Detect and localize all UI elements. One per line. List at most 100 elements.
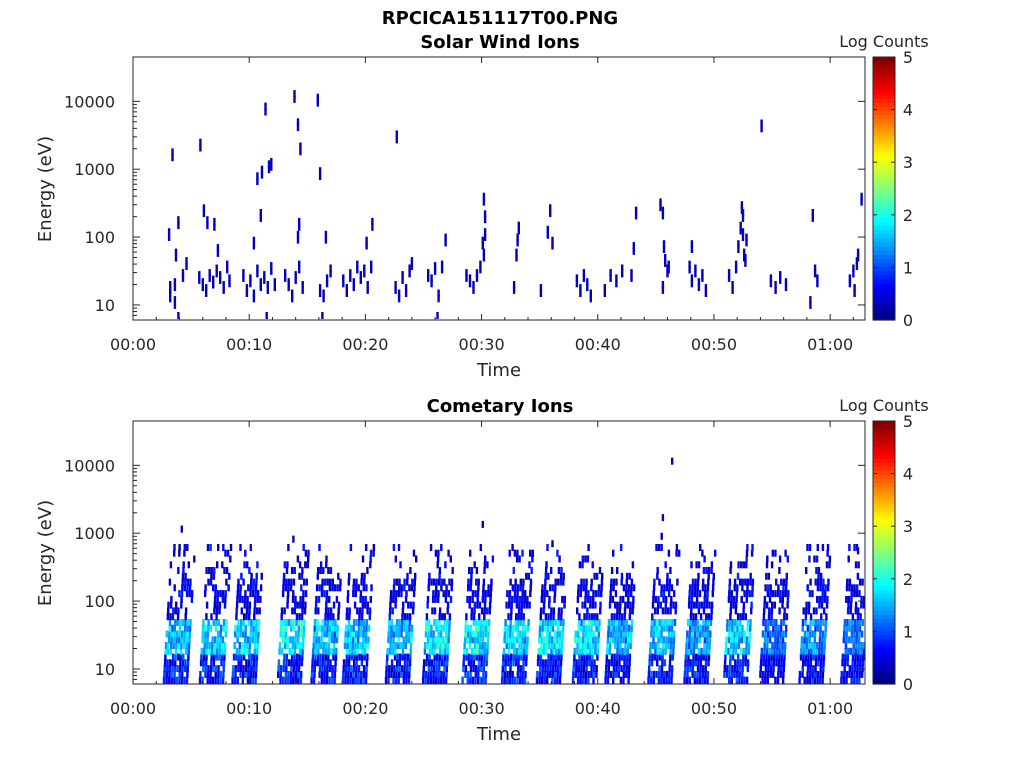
heatmap-cell [477, 670, 480, 678]
heatmap-cell [169, 647, 173, 655]
heatmap-cell [525, 653, 528, 661]
colorbar-segment [873, 233, 895, 239]
heatmap-cell [559, 619, 563, 626]
heatmap-cell [476, 676, 480, 684]
heatmap-cell [463, 642, 466, 649]
heatmap-cell [723, 665, 726, 673]
heatmap-cell [209, 665, 213, 673]
heatmap-cell [618, 613, 621, 621]
heatmap-cell [820, 572, 823, 580]
heatmap-cell [741, 630, 744, 638]
heatmap-cell [671, 619, 674, 626]
heatmap-cell [605, 659, 608, 667]
heatmap-cell [741, 665, 744, 673]
heatmap-cell [666, 607, 670, 615]
colorbar-segment [873, 213, 895, 218]
heatmap-cell [326, 659, 330, 667]
heatmap-cell [739, 221, 742, 229]
heatmap-cell [576, 647, 579, 655]
heatmap-cell [321, 312, 324, 319]
heatmap-cell [517, 619, 520, 626]
heatmap-cell [349, 670, 353, 678]
heatmap-cell [781, 595, 784, 603]
heatmap-cell [548, 642, 551, 649]
colorbar-segment [873, 634, 895, 640]
heatmap-cell [406, 659, 409, 667]
heatmap-cell [229, 555, 232, 563]
heatmap-cell [438, 653, 442, 661]
heatmap-cell [201, 278, 204, 286]
heatmap-cell [739, 647, 743, 655]
heatmap-cell [583, 653, 586, 661]
heatmap-cell [327, 647, 330, 655]
heatmap-cell [662, 642, 665, 649]
heatmap-cell [344, 676, 347, 684]
heatmap-cell [650, 670, 653, 678]
heatmap-cell [293, 567, 296, 574]
heatmap-cell [706, 670, 710, 678]
heatmap-cell [291, 595, 295, 603]
heatmap-cell [735, 601, 738, 609]
heatmap-cell [850, 590, 853, 598]
heatmap-cell [433, 653, 436, 661]
heatmap-cell [479, 636, 482, 644]
heatmap-cell [750, 607, 753, 615]
heatmap-cell [814, 659, 818, 667]
heatmap-cell [586, 642, 590, 649]
heatmap-cell [296, 601, 299, 609]
heatmap-cell [628, 572, 631, 580]
heatmap-cell [445, 665, 448, 673]
heatmap-cell [573, 653, 576, 661]
y-tick-label: 1000 [74, 160, 115, 179]
heatmap-cell [663, 624, 666, 632]
heatmap-cell [539, 284, 543, 292]
heatmap-cell [297, 665, 301, 673]
heatmap-cell [329, 607, 333, 615]
heatmap-cell [403, 624, 406, 632]
heatmap-cell [856, 653, 860, 661]
heatmap-cell [167, 234, 171, 241]
heatmap-cell [434, 636, 437, 644]
heatmap-cell [511, 676, 514, 684]
heatmap-cell [548, 601, 551, 609]
heatmap-cell [438, 619, 441, 626]
heatmap-cell [544, 613, 548, 621]
heatmap-cell [317, 642, 320, 649]
heatmap-cell [776, 590, 780, 598]
heatmap-cell [406, 653, 409, 661]
heatmap-cell [846, 659, 849, 667]
heatmap-cell [741, 209, 745, 216]
heatmap-cell [751, 590, 754, 598]
heatmap-cell [370, 260, 373, 268]
heatmap-cell [212, 572, 216, 580]
heatmap-cell [257, 630, 260, 638]
heatmap-cell [765, 659, 768, 667]
heatmap-cell [469, 578, 473, 586]
heatmap-cell [464, 630, 467, 638]
heatmap-cell [559, 630, 562, 638]
heatmap-cell [244, 636, 247, 644]
heatmap-cell [668, 584, 671, 592]
heatmap-cell [523, 676, 527, 684]
heatmap-cell [557, 567, 561, 574]
heatmap-cell [393, 665, 396, 673]
heatmap-cell [506, 676, 509, 684]
colorbar-segment [873, 315, 895, 321]
heatmap-cell [690, 647, 693, 655]
heatmap-cell [702, 607, 706, 615]
heatmap-cell [745, 636, 749, 644]
heatmap-cell [660, 532, 663, 540]
heatmap-cell [292, 670, 295, 678]
heatmap-cell [613, 613, 616, 621]
heatmap-cell [559, 670, 562, 678]
heatmap-cell [661, 514, 665, 522]
heatmap-cell [467, 653, 471, 661]
heatmap-cell [339, 578, 342, 586]
heatmap-cell [312, 636, 316, 644]
heatmap-cell [361, 647, 364, 655]
heatmap-cell [365, 619, 369, 626]
heatmap-cell [728, 584, 731, 592]
heatmap-cell [843, 619, 847, 626]
heatmap-cell [225, 567, 229, 574]
heatmap-cell [298, 653, 301, 661]
